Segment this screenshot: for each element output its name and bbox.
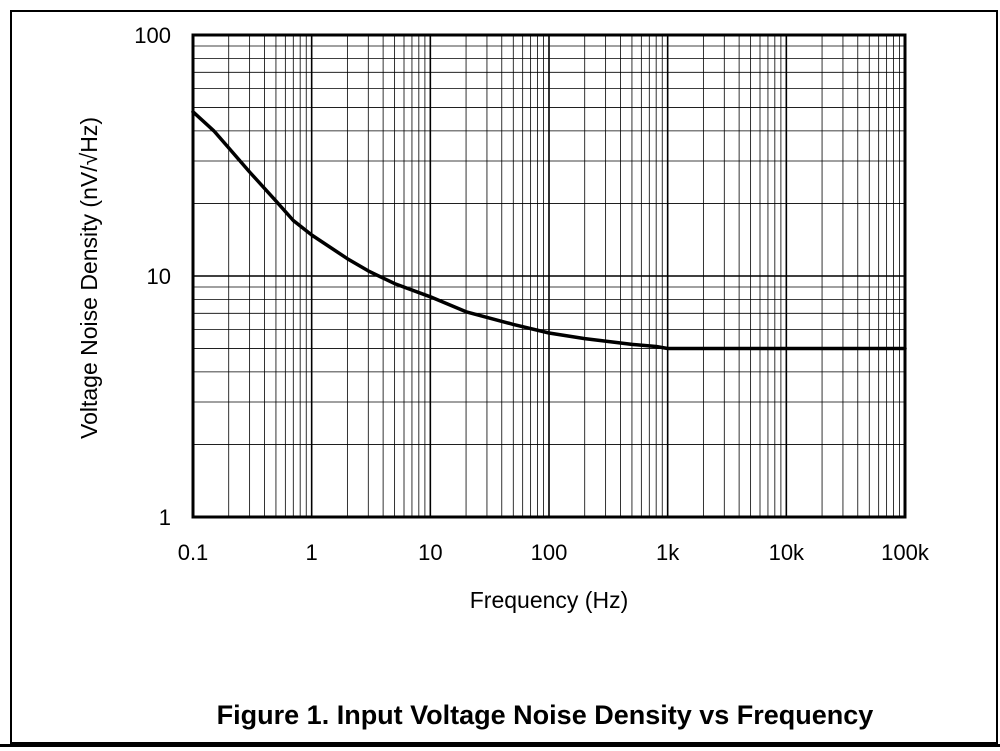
x-tick-label: 0.1: [178, 540, 209, 565]
plot-border: [191, 33, 907, 519]
x-tick-label: 10: [418, 540, 442, 565]
figure-caption: Figure 1. Input Voltage Noise Density vs…: [216, 700, 874, 730]
y-tick-label: 100: [134, 23, 171, 48]
x-tick-label: 1k: [656, 540, 680, 565]
x-tick-label: 100k: [881, 540, 930, 565]
x-tick-label: 10k: [769, 540, 805, 565]
chart-series: [191, 110, 907, 351]
y-tick-label: 10: [147, 264, 171, 289]
figure-caption-row: Figure 1. Input Voltage Noise Density vs…: [0, 700, 1000, 731]
x-tick-label: 1: [306, 540, 318, 565]
page-bottom-rule: [0, 744, 1000, 747]
y-axis-label: Voltage Noise Density (nV/√Hz): [76, 117, 102, 439]
x-tick-label: 100: [531, 540, 568, 565]
chart-grid: [192, 35, 905, 518]
chart-tick-labels: 0.1 1 10 100 1k 10k 100k 1 10 100: [134, 23, 930, 565]
figure-frame: [10, 10, 998, 744]
noise-density-curve: [191, 110, 907, 351]
x-axis-label: Frequency (Hz): [470, 587, 628, 613]
y-tick-label: 1: [159, 505, 171, 530]
